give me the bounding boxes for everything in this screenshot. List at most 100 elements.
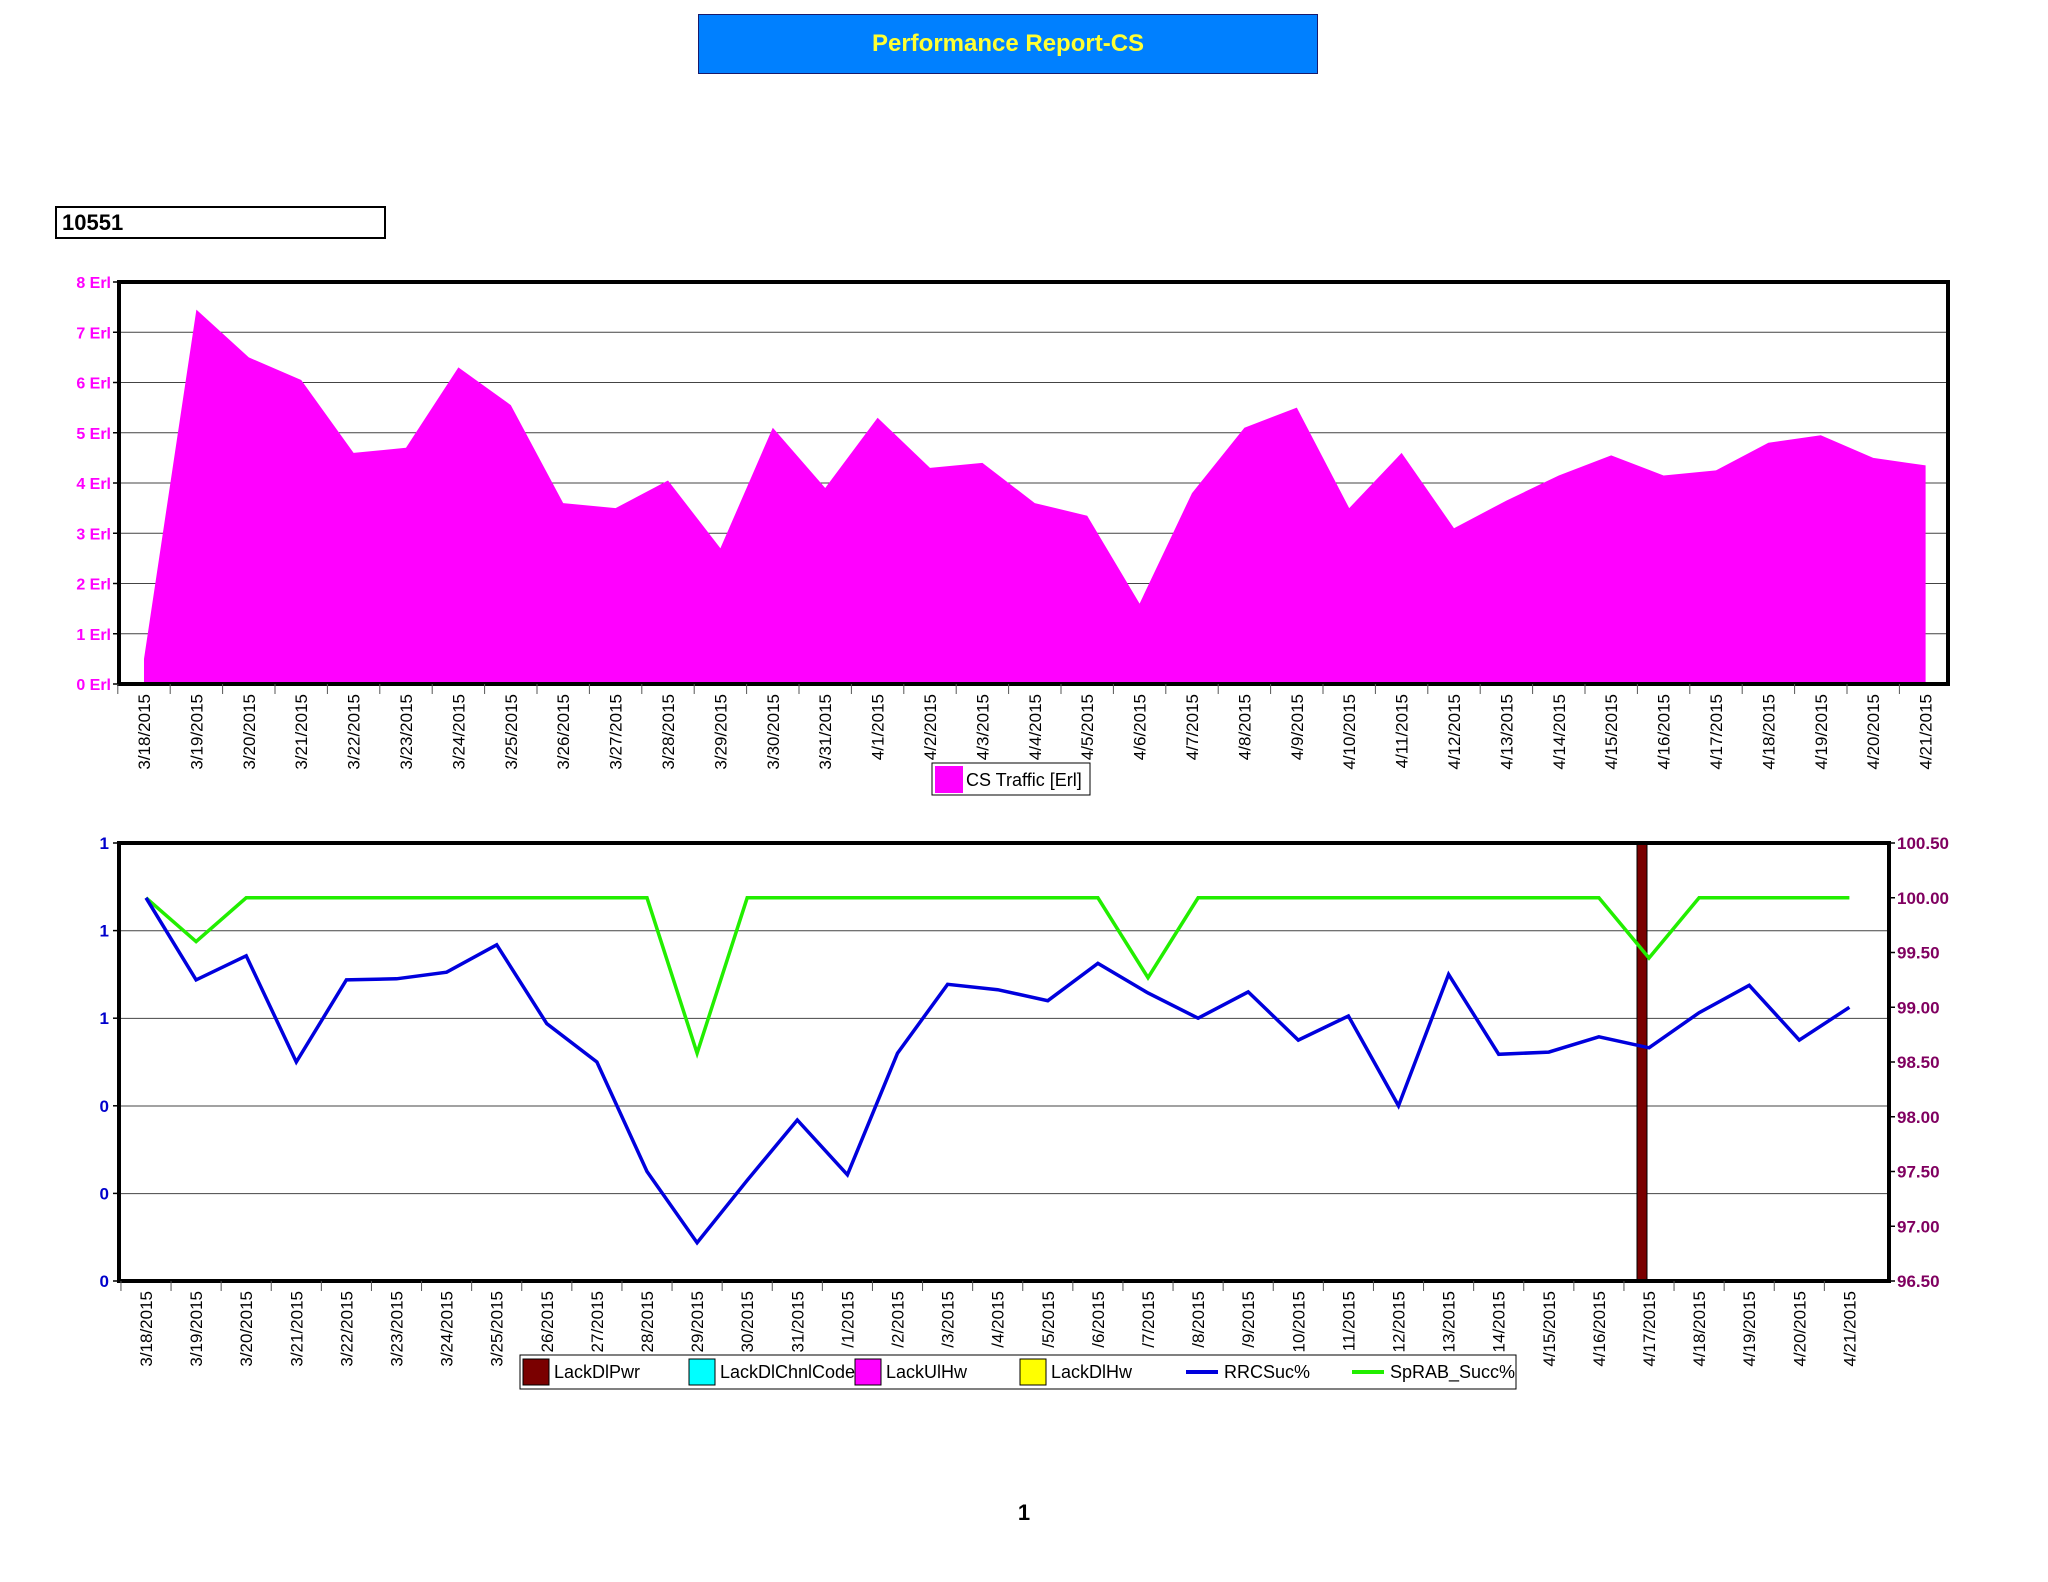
traffic-y-tick-label: 1 Erl — [76, 627, 111, 644]
kpi-x-tick-label: /3/2015 — [939, 1291, 958, 1348]
cs-traffic-area — [144, 309, 1926, 684]
page-number: 1 — [1017, 1500, 1031, 1525]
cs-traffic-legend-label: CS Traffic [Erl] — [966, 770, 1082, 790]
kpi-x-tick-label: 4/17/2015 — [1640, 1291, 1659, 1367]
traffic-x-tick-label: 3/29/2015 — [711, 694, 730, 770]
kpi-left-y-tick-label: 0 — [100, 1097, 109, 1116]
kpi-left-y-tick-label: 0 — [100, 1184, 109, 1203]
kpi-x-tick-label: 3/18/2015 — [137, 1291, 156, 1367]
traffic-x-tick-label: 4/8/2015 — [1235, 694, 1254, 760]
traffic-x-tick-label: 3/25/2015 — [502, 694, 521, 770]
traffic-x-tick-label: 4/17/2015 — [1707, 694, 1726, 770]
traffic-y-tick-label: 3 Erl — [76, 526, 111, 543]
report-title: Performance Report-CS — [698, 14, 1318, 74]
kpi-x-tick-label: 11/2015 — [1339, 1291, 1358, 1351]
kpi-left-y-tick-label: 1 — [100, 922, 109, 941]
traffic-x-tick-label: 3/20/2015 — [240, 694, 259, 770]
kpi-x-tick-label: /1/2015 — [838, 1291, 857, 1348]
kpi-x-tick-label: 3/25/2015 — [488, 1291, 507, 1367]
traffic-x-tick-label: 3/28/2015 — [659, 694, 678, 770]
traffic-x-tick-label: 4/12/2015 — [1445, 694, 1464, 770]
traffic-x-tick-label: 4/11/2015 — [1393, 694, 1412, 768]
lack-dl-chnl-code-legend-swatch — [688, 1358, 716, 1386]
kpi-right-y-tick-label: 97.00 — [1897, 1217, 1940, 1236]
traffic-x-tick-label: 4/19/2015 — [1812, 694, 1831, 770]
kpi-legend: LackDlPwr LackDlChnlCode LackUlHw LackDlHw R… — [519, 1354, 1517, 1390]
traffic-x-tick-label: 4/13/2015 — [1497, 694, 1516, 770]
kpi-right-y-tick-label: 100.50 — [1897, 834, 1949, 853]
kpi-x-tick-label: 4/20/2015 — [1790, 1291, 1809, 1367]
kpi-x-tick-label: 3/20/2015 — [237, 1291, 256, 1367]
traffic-x-tick-label: 4/2/2015 — [921, 694, 940, 760]
traffic-y-tick-label: 6 Erl — [76, 376, 111, 393]
kpi-right-y-tick-label: 97.50 — [1897, 1163, 1940, 1182]
kpi-x-tick-label: 29/2015 — [688, 1291, 707, 1352]
traffic-y-tick-label: 0 Erl — [76, 677, 111, 694]
kpi-x-tick-label: 4/19/2015 — [1740, 1291, 1759, 1367]
lack-dl-hw-legend-swatch — [1019, 1358, 1047, 1386]
kpi-x-tick-label: 31/2015 — [788, 1291, 807, 1352]
kpi-right-y-tick-label: 98.50 — [1897, 1053, 1940, 1072]
traffic-x-tick-label: 4/4/2015 — [1026, 694, 1045, 760]
rrc-suc-legend-label: RRCSuc% — [1224, 1362, 1310, 1382]
traffic-y-tick-label: 4 Erl — [76, 476, 111, 493]
traffic-x-tick-label: 3/24/2015 — [449, 694, 468, 770]
traffic-x-tick-label: 4/10/2015 — [1340, 694, 1359, 770]
kpi-x-tick-label: 30/2015 — [738, 1291, 757, 1352]
kpi-x-tick-label: 3/23/2015 — [388, 1291, 407, 1367]
traffic-x-tick-label: 4/16/2015 — [1655, 694, 1674, 770]
traffic-x-tick-label: 3/30/2015 — [764, 694, 783, 770]
traffic-y-tick-label: 8 Erl — [76, 275, 111, 292]
kpi-left-y-tick-label: 1 — [100, 834, 109, 853]
kpi-x-tick-label: /9/2015 — [1239, 1291, 1258, 1348]
kpi-right-y-tick-label: 99.50 — [1897, 944, 1940, 963]
traffic-x-tick-label: 4/7/2015 — [1183, 694, 1202, 760]
kpi-x-tick-label: 3/19/2015 — [187, 1291, 206, 1367]
kpi-x-tick-label: 3/21/2015 — [287, 1291, 306, 1367]
traffic-x-tick-label: 4/20/2015 — [1864, 694, 1883, 770]
traffic-y-tick-label: 7 Erl — [76, 325, 111, 342]
kpi-x-tick-label: 14/2015 — [1490, 1291, 1509, 1352]
kpi-x-tick-label: /5/2015 — [1039, 1291, 1058, 1348]
traffic-x-tick-label: 4/14/2015 — [1550, 694, 1569, 770]
lack-ul-hw-legend-swatch — [854, 1358, 882, 1386]
kpi-x-tick-label: 4/16/2015 — [1590, 1291, 1609, 1367]
kpi-x-tick-label: /8/2015 — [1189, 1291, 1208, 1348]
lack-dl-pwr-bar — [1636, 842, 1648, 1282]
kpi-x-tick-label: 13/2015 — [1440, 1291, 1459, 1352]
traffic-x-tick-label: 3/31/2015 — [816, 694, 835, 770]
kpi-x-tick-label: 28/2015 — [638, 1291, 657, 1352]
kpi-x-tick-label: /7/2015 — [1139, 1291, 1158, 1348]
lack-dl-chnl-code-legend-label: LackDlChnlCode — [720, 1362, 855, 1382]
traffic-x-tick-label: 4/3/2015 — [973, 694, 992, 760]
traffic-x-tick-label: 3/22/2015 — [345, 694, 364, 770]
cs-traffic-legend-swatch — [935, 766, 963, 793]
traffic-x-tick-label: 4/21/2015 — [1917, 694, 1936, 770]
traffic-x-tick-label: 4/6/2015 — [1131, 694, 1150, 760]
kpi-right-y-tick-label: 96.50 — [1897, 1272, 1940, 1291]
kpi-left-y-tick-label: 0 — [100, 1272, 109, 1291]
kpi-x-tick-label: 27/2015 — [588, 1291, 607, 1352]
lack-dl-hw-legend-label: LackDlHw — [1051, 1362, 1133, 1382]
lack-ul-hw-legend-label: LackUlHw — [886, 1362, 968, 1382]
kpi-x-tick-label: /6/2015 — [1089, 1291, 1108, 1348]
kpi-x-tick-label: 3/22/2015 — [337, 1291, 356, 1367]
kpi-right-y-tick-label: 100.00 — [1897, 889, 1949, 908]
traffic-x-tick-label: 4/15/2015 — [1602, 694, 1621, 770]
traffic-x-tick-label: 4/18/2015 — [1759, 694, 1778, 770]
traffic-legend: CS Traffic [Erl] — [931, 762, 1091, 796]
traffic-x-tick-label: 3/21/2015 — [292, 694, 311, 770]
lack-dl-pwr-legend-swatch — [522, 1358, 550, 1386]
lack-dl-pwr-legend-label: LackDlPwr — [554, 1362, 640, 1382]
traffic-x-tick-label: 4/1/2015 — [869, 694, 888, 760]
kpi-x-tick-label: 10/2015 — [1289, 1291, 1308, 1352]
kpi-plot-frame — [117, 841, 1891, 1283]
kpi-x-tick-label: 3/24/2015 — [438, 1291, 457, 1367]
kpi-x-tick-label: /2/2015 — [889, 1291, 908, 1348]
traffic-y-tick-label: 5 Erl — [76, 426, 111, 443]
traffic-x-tick-label: 3/26/2015 — [554, 694, 573, 770]
site-id-field: 10551 — [55, 206, 386, 239]
traffic-x-tick-label: 3/23/2015 — [397, 694, 416, 770]
kpi-x-tick-label: 4/18/2015 — [1690, 1291, 1709, 1367]
